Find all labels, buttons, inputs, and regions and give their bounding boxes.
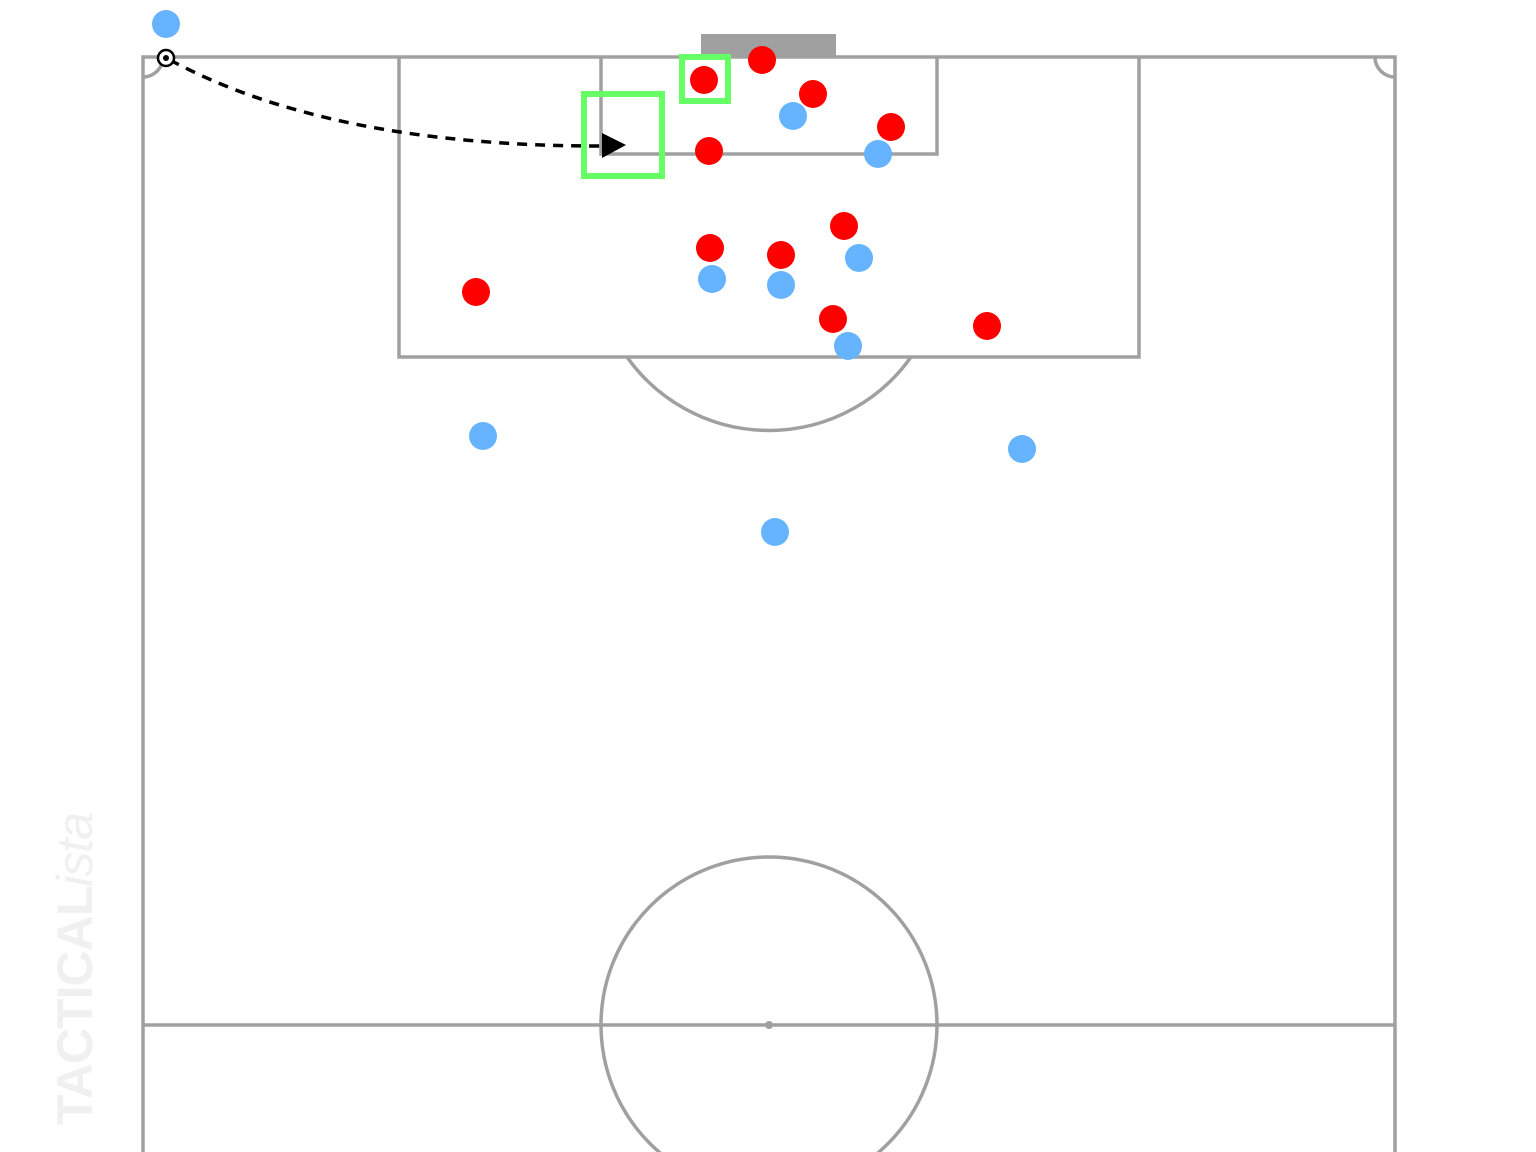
goal	[701, 34, 836, 57]
defending-player	[845, 244, 873, 272]
attacking-player	[696, 234, 724, 262]
pass-trajectory	[169, 58, 601, 148]
attacking-player	[462, 278, 490, 306]
pitch-markings	[141, 34, 1397, 1152]
touchlines	[141, 55, 1397, 1152]
defending-player	[864, 140, 892, 168]
attacking-player	[767, 241, 795, 269]
players	[152, 10, 1036, 546]
pass-arrowhead	[602, 133, 626, 158]
attacking-player	[973, 312, 1001, 340]
attacking-player	[690, 66, 718, 94]
center-circle	[599, 855, 939, 1152]
center-spot	[765, 1021, 773, 1029]
attacking-player	[799, 80, 827, 108]
defending-player	[698, 265, 726, 293]
attacking-player	[748, 46, 776, 74]
penalty-box	[397, 57, 1141, 359]
ball	[156, 48, 176, 68]
defending-player	[469, 422, 497, 450]
attacking-player	[695, 137, 723, 165]
defending-player	[767, 271, 795, 299]
corner-arc-right	[1373, 56, 1396, 79]
defending-player	[834, 332, 862, 360]
attacking-player	[830, 212, 858, 240]
defending-player	[1008, 435, 1036, 463]
highlight-target-player	[679, 54, 731, 104]
attacking-player	[819, 305, 847, 333]
defending-player	[779, 102, 807, 130]
penalty-arc	[625, 355, 913, 433]
attacking-player	[877, 113, 905, 141]
highlight-target-zone	[581, 91, 665, 179]
defending-player	[152, 10, 180, 38]
defending-player	[761, 518, 789, 546]
six-yard-box	[599, 57, 939, 156]
